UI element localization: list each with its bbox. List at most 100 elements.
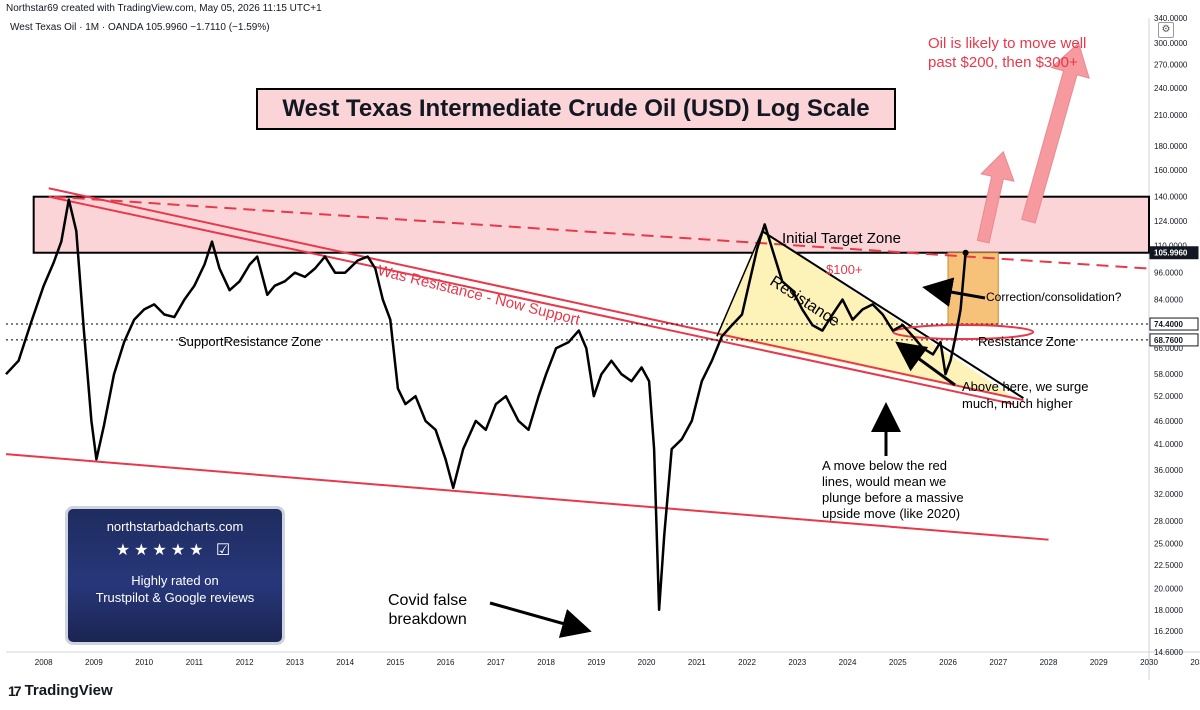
- settings-icon[interactable]: ⚙: [1158, 22, 1174, 38]
- covid-note-line-2: breakdown: [388, 611, 467, 628]
- badge-rated-line-2: Trustpilot & Google reviews: [95, 590, 255, 605]
- tradingview-brand: TradingView: [24, 682, 113, 699]
- y-tick-label: 52.0000: [1154, 392, 1183, 401]
- y-tick-label: 66.0000: [1154, 344, 1183, 353]
- price-series-line-0: [5, 198, 967, 612]
- x-tick-label: 2026: [939, 658, 957, 667]
- y-tick-label: 140.0000: [1154, 193, 1188, 202]
- resistance-zone-ellipse: [892, 324, 1035, 341]
- y-tick-label: 58.0000: [1154, 370, 1183, 379]
- resistance-line-black: [761, 230, 1024, 399]
- y-tick-label: 340.0000: [1154, 14, 1188, 23]
- x-tick-label: 2030: [1140, 658, 1158, 667]
- y-tick-label: 32.0000: [1154, 490, 1183, 499]
- badge-stars: ★★★★★ ☑: [68, 540, 282, 560]
- price-tag-label: 74.4000: [1154, 320, 1183, 329]
- target-arrow-small: [976, 150, 1015, 244]
- below-note-line-2: lines, would mean we: [822, 474, 947, 489]
- tradingview-logo-icon: 17: [8, 682, 22, 699]
- target-note-line-1: Oil is likely to move well: [928, 35, 1087, 52]
- resistance-zone-label: Resistance Zone: [978, 334, 1076, 349]
- below-note: A move below the red lines, would mean w…: [822, 458, 964, 522]
- x-tick-label: 2019: [587, 658, 605, 667]
- y-tick-label: 270.0000: [1154, 60, 1188, 69]
- above-note-line-2: much, much higher: [962, 396, 1073, 411]
- y-tick-label: 25.0000: [1154, 540, 1183, 549]
- x-tick-label: 2028: [1040, 658, 1058, 667]
- consolidation-box: [947, 252, 999, 325]
- above-note-line-1: Above here, we surge: [962, 379, 1089, 394]
- promo-badge[interactable]: northstarbadcharts.com ★★★★★ ☑ Highly ra…: [68, 509, 282, 642]
- triangle-left-edge: [716, 230, 763, 337]
- covid-arrow: [489, 601, 592, 638]
- y-tick-label: 210.0000: [1154, 111, 1188, 120]
- above-note: Above here, we surge much, much higher: [962, 378, 1088, 412]
- symbol-info: West Texas Oil · 1M · OANDA 105.9960 −1.…: [10, 22, 270, 33]
- y-tick-label: 160.0000: [1154, 166, 1188, 175]
- price-tag-label: 105.9960: [1154, 249, 1188, 258]
- y-tick-label: 14.6000: [1154, 648, 1183, 657]
- target-zone-label: Initial Target Zone: [782, 230, 901, 247]
- x-tick-label: 2024: [839, 658, 857, 667]
- y-tick-label: 18.0000: [1154, 606, 1183, 615]
- y-tick-label: 22.5000: [1154, 561, 1183, 570]
- y-tick-label: 20.0000: [1154, 585, 1183, 594]
- price-tag-box: [1149, 246, 1199, 260]
- was-resistance-line-upper: [48, 187, 1024, 402]
- target-note: Oil is likely to move well past $200, th…: [928, 34, 1086, 72]
- covid-note: Covid false breakdown: [388, 591, 467, 629]
- x-tick-label: 2027: [989, 658, 1007, 667]
- x-tick-label: 2018: [537, 658, 555, 667]
- below-note-line-4: upside move (like 2020): [822, 506, 961, 521]
- x-tick-label: 2016: [437, 658, 455, 667]
- price-tag-box: [1149, 333, 1199, 347]
- was-resistance-line-lower: [48, 195, 1014, 406]
- y-tick-label: 41.0000: [1154, 440, 1183, 449]
- y-tick-label: 300.0000: [1154, 39, 1188, 48]
- target-note-line-2: past $200, then $300+: [928, 54, 1078, 71]
- y-tick-label: 28.0000: [1154, 517, 1183, 526]
- hundred-plus-label: $100+: [826, 262, 863, 277]
- y-tick-label: 240.0000: [1154, 84, 1188, 93]
- check-square-icon: ☑: [215, 542, 235, 559]
- covid-note-line-1: Covid false: [388, 592, 468, 609]
- price-tag-box: [1149, 317, 1199, 331]
- x-tick-label: 2029: [1090, 658, 1108, 667]
- x-tick-label: 2017: [487, 658, 505, 667]
- correction-label: Correction/consolidation?: [986, 290, 1122, 304]
- y-tick-label: 110.0000: [1154, 241, 1187, 250]
- last-price-point: [962, 249, 969, 256]
- x-tick-label: 2023: [788, 658, 806, 667]
- x-tick-label: 2012: [236, 658, 254, 667]
- x-tick-label: 2013: [286, 658, 304, 667]
- x-tick-label: 2010: [135, 658, 153, 667]
- badge-rated-line-1: Highly rated on: [131, 573, 219, 588]
- y-tick-label: 36.0000: [1154, 466, 1183, 475]
- price-tag-label: 68.7600: [1154, 336, 1183, 345]
- x-tick-label: 2031: [1190, 658, 1200, 667]
- header-created-by: Northstar69 created with TradingView.com…: [6, 3, 322, 14]
- badge-site: northstarbadcharts.com: [106, 519, 244, 534]
- y-tick-label: 124.0000: [1154, 217, 1188, 226]
- target-arrow-large: [1021, 42, 1090, 224]
- badge-rated: Highly rated on Trustpilot & Google revi…: [68, 572, 282, 606]
- x-tick-label: 2022: [738, 658, 756, 667]
- long-support-line: [5, 453, 1049, 541]
- y-tick-label: 96.0000: [1154, 269, 1183, 278]
- below-note-line-3: plunge before a massive: [822, 490, 964, 505]
- star-icons: ★★★★★: [115, 542, 208, 559]
- below-note-line-1: A move below the red: [822, 458, 948, 473]
- x-tick-label: 2009: [85, 658, 103, 667]
- x-tick-label: 2011: [186, 658, 204, 667]
- x-tick-label: 2014: [336, 658, 354, 667]
- x-tick-label: 2015: [386, 658, 404, 667]
- y-tick-label: 46.0000: [1154, 417, 1183, 426]
- x-tick-label: 2021: [688, 658, 706, 667]
- y-tick-label: 16.2000: [1154, 627, 1183, 636]
- tradingview-footer[interactable]: 17 TradingView: [8, 682, 113, 699]
- support-resistance-label: SupportResistance Zone: [178, 334, 322, 349]
- above-arrow: [895, 341, 956, 387]
- correction-arrow: [922, 277, 986, 307]
- x-tick-label: 2025: [889, 658, 907, 667]
